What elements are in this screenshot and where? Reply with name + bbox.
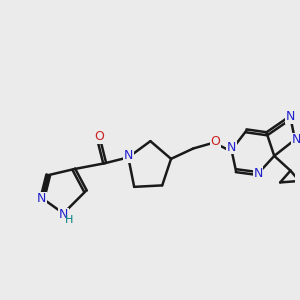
Text: N: N [59, 208, 68, 221]
Text: N: N [124, 149, 133, 162]
Text: O: O [94, 130, 104, 143]
Text: N: N [227, 141, 236, 154]
Text: N: N [37, 192, 46, 205]
Text: O: O [210, 135, 220, 148]
Text: H: H [64, 215, 73, 225]
Text: N: N [292, 133, 300, 146]
Text: N: N [286, 110, 295, 124]
Text: N: N [254, 167, 263, 180]
